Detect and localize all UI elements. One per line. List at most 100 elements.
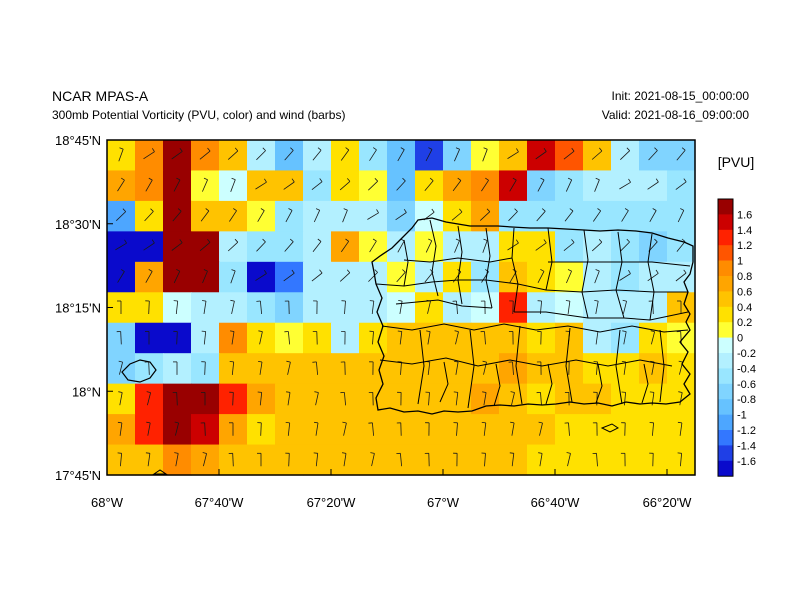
- wind-barb: [397, 361, 402, 375]
- pv-cell: [667, 140, 696, 172]
- pv-cell: [191, 231, 220, 263]
- wind-barb: [508, 331, 514, 345]
- pv-cell: [359, 170, 388, 202]
- colorbar-segment: [718, 229, 733, 246]
- colorbar-label: 1.6: [737, 209, 752, 221]
- pv-cell: [359, 231, 388, 263]
- wind-barb: [174, 421, 179, 436]
- wind-barb: [425, 238, 433, 253]
- wind-barb: [340, 392, 346, 406]
- wind-barb: [537, 330, 542, 345]
- wind-barb: [621, 208, 629, 222]
- colorbar-label: -1.6: [737, 456, 756, 468]
- wind-barb: [620, 452, 626, 467]
- wind-barb: [202, 177, 208, 192]
- wind-barb: [171, 147, 183, 160]
- field-description: 300mb Potential Vorticity (PVU, color) a…: [52, 108, 346, 122]
- wind-barb: [284, 147, 294, 161]
- wind-barb: [535, 147, 547, 160]
- pv-cell: [471, 200, 500, 232]
- wind-barb: [229, 208, 237, 222]
- wind-barb: [675, 269, 687, 282]
- pv-cell: [219, 200, 248, 232]
- colorbar-label: 0.6: [737, 286, 752, 298]
- wind-barb: [591, 239, 603, 252]
- wind-barb: [592, 208, 602, 222]
- pv-cell: [331, 231, 360, 263]
- wind-barb: [565, 177, 573, 192]
- wind-barb: [481, 422, 487, 436]
- pv-cell: [219, 140, 248, 172]
- wind-barb: [537, 269, 545, 283]
- wind-barb: [426, 330, 431, 345]
- wind-barb: [230, 299, 235, 314]
- wind-barb: [285, 452, 290, 467]
- pv-cell: [611, 170, 640, 202]
- wind-barb: [201, 330, 207, 345]
- wind-barb: [453, 391, 459, 406]
- pv-cell: [275, 231, 304, 263]
- wind-barb: [340, 238, 350, 253]
- lat-tick-label: 18°45'N: [55, 133, 101, 148]
- wind-barb: [454, 360, 459, 375]
- pv-cell: [527, 231, 556, 263]
- wind-barb: [256, 147, 266, 161]
- wind-barb: [482, 147, 488, 162]
- wind-barb: [145, 452, 151, 467]
- wind-barb: [538, 421, 543, 436]
- colorbar-unit: [PVU]: [718, 154, 755, 170]
- wind-barb: [314, 391, 319, 406]
- pv-cell: [275, 140, 304, 172]
- wind-barb: [424, 452, 430, 467]
- wind-barb: [397, 391, 402, 406]
- colorbar-segment: [718, 399, 733, 415]
- pv-cell: [667, 231, 696, 263]
- pv-cell: [611, 261, 640, 293]
- wind-barb: [508, 208, 518, 222]
- wind-barb: [619, 178, 631, 190]
- wind-barb: [482, 238, 488, 253]
- colorbar-segment: [718, 368, 733, 385]
- lon-tick-label: 67°W: [427, 495, 460, 510]
- wind-barb: [283, 269, 295, 282]
- colorbar-segment: [718, 430, 733, 446]
- wind-barb: [311, 269, 323, 282]
- lat-tick-label: 18°N: [72, 384, 101, 399]
- wind-barb: [510, 391, 515, 406]
- pv-cell: [191, 200, 220, 232]
- wind-barb: [451, 208, 463, 221]
- wind-barb: [676, 147, 686, 161]
- colorbar-label: -0.2: [737, 348, 756, 360]
- wind-barb: [454, 238, 460, 253]
- wind-barb: [284, 238, 294, 252]
- wind-barb: [649, 208, 657, 222]
- wind-barb: [312, 331, 318, 345]
- pv-cell: [639, 200, 668, 232]
- wind-barb: [146, 421, 151, 436]
- pv-cell: [555, 140, 584, 172]
- wind-barb: [676, 331, 682, 345]
- pv-cell: [611, 200, 640, 232]
- wind-barb: [536, 392, 542, 406]
- wind-barb: [255, 269, 267, 281]
- pv-cell: [191, 140, 220, 172]
- wind-barb: [258, 330, 263, 345]
- wind-barb: [369, 361, 374, 375]
- wind-barb: [510, 421, 515, 436]
- wind-barb: [536, 361, 542, 375]
- pv-cell: [611, 231, 640, 263]
- wind-barb: [424, 177, 434, 191]
- lon-tick-label: 66°40'W: [531, 495, 581, 510]
- longitude-axis: 68°W 67°40'W 67°20'W 67°W 66°40'W 66°20'W: [91, 469, 692, 510]
- wind-barb: [286, 360, 291, 375]
- wind-barb: [647, 269, 659, 282]
- wind-barb: [173, 330, 178, 345]
- colorbar-label: 0.8: [737, 271, 752, 283]
- pv-cell: [471, 261, 500, 293]
- pv-cell: [415, 200, 444, 232]
- pv-cell: [303, 140, 332, 172]
- lon-tick-label: 67°20'W: [307, 495, 357, 510]
- wind-barb: [621, 391, 626, 406]
- wind-barb: [117, 421, 123, 436]
- wind-barb: [452, 300, 458, 315]
